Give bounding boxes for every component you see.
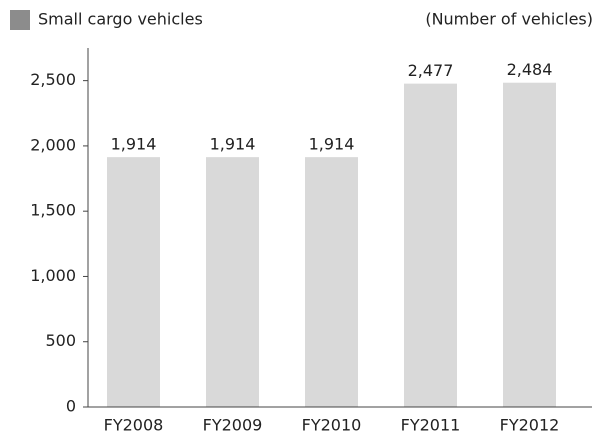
bar bbox=[404, 83, 457, 407]
x-tick-label: FY2010 bbox=[302, 416, 362, 435]
bar bbox=[503, 82, 556, 407]
value-label: 2,477 bbox=[408, 61, 454, 80]
legend-swatch bbox=[10, 10, 30, 30]
y-tick-label: 500 bbox=[45, 331, 76, 350]
y-tick-label: 2,500 bbox=[30, 70, 76, 89]
x-tick-label: FY2008 bbox=[104, 416, 164, 435]
bar bbox=[206, 157, 259, 407]
value-label: 1,914 bbox=[309, 135, 355, 154]
unit-label: (Number of vehicles) bbox=[425, 10, 593, 29]
y-tick-label: 2,000 bbox=[30, 135, 76, 154]
y-tick-label: 1,000 bbox=[30, 266, 76, 285]
bar bbox=[305, 157, 358, 407]
y-tick-label: 0 bbox=[66, 397, 76, 416]
x-tick-label: FY2011 bbox=[401, 416, 461, 435]
value-label: 1,914 bbox=[111, 135, 157, 154]
value-label: 2,484 bbox=[507, 60, 553, 79]
bar bbox=[107, 157, 160, 407]
value-label: 1,914 bbox=[210, 135, 256, 154]
x-tick-label: FY2009 bbox=[203, 416, 263, 435]
y-tick-label: 1,500 bbox=[30, 201, 76, 220]
x-tick-label: FY2012 bbox=[500, 416, 560, 435]
legend-label: Small cargo vehicles bbox=[38, 10, 203, 29]
